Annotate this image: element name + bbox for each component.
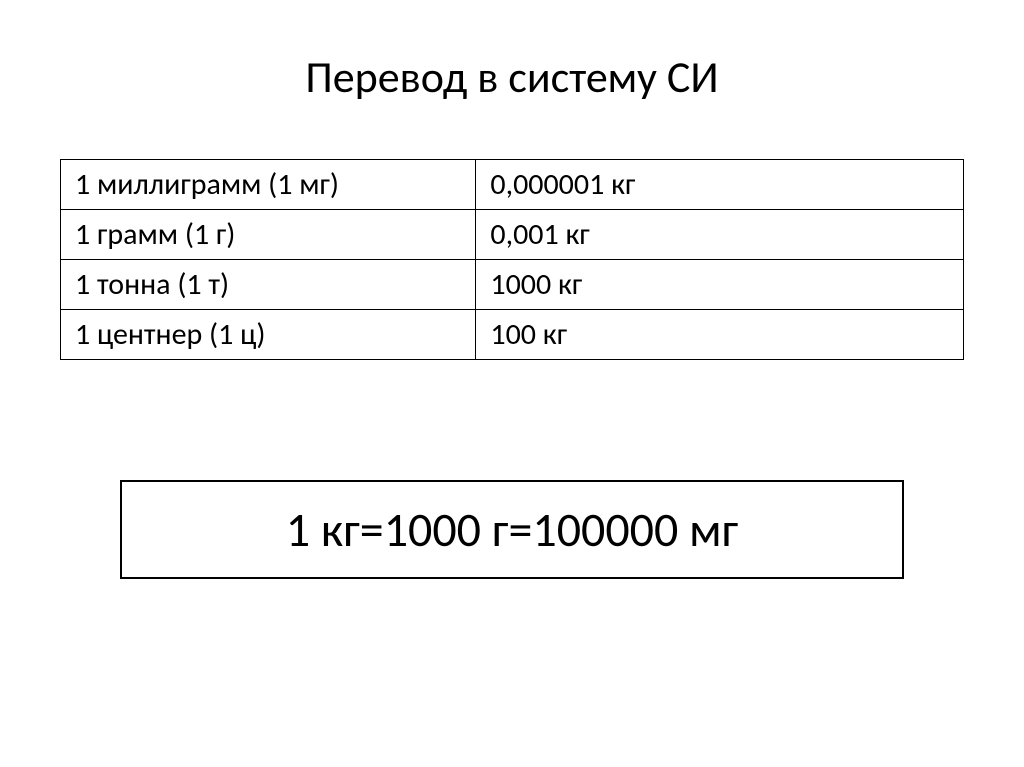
unit-cell: 1 центнер (1 ц) bbox=[61, 310, 476, 360]
value-cell: 1000 кг bbox=[476, 260, 964, 310]
value-cell: 0,001 кг bbox=[476, 210, 964, 260]
table-row: 1 грамм (1 г) 0,001 кг bbox=[61, 210, 964, 260]
table-row: 1 миллиграмм (1 мг) 0,000001 кг bbox=[61, 160, 964, 210]
page-title: Перевод в систему СИ bbox=[60, 50, 964, 104]
table-row: 1 центнер (1 ц) 100 кг bbox=[61, 310, 964, 360]
equation-box: 1 кг=1000 г=100000 мг bbox=[120, 480, 904, 579]
table-row: 1 тонна (1 т) 1000 кг bbox=[61, 260, 964, 310]
value-cell: 100 кг bbox=[476, 310, 964, 360]
unit-cell: 1 тонна (1 т) bbox=[61, 260, 476, 310]
unit-cell: 1 миллиграмм (1 мг) bbox=[61, 160, 476, 210]
value-cell: 0,000001 кг bbox=[476, 160, 964, 210]
unit-cell: 1 грамм (1 г) bbox=[61, 210, 476, 260]
conversion-table: 1 миллиграмм (1 мг) 0,000001 кг 1 грамм … bbox=[60, 159, 964, 360]
equation-text: 1 кг=1000 г=100000 мг bbox=[152, 500, 872, 559]
